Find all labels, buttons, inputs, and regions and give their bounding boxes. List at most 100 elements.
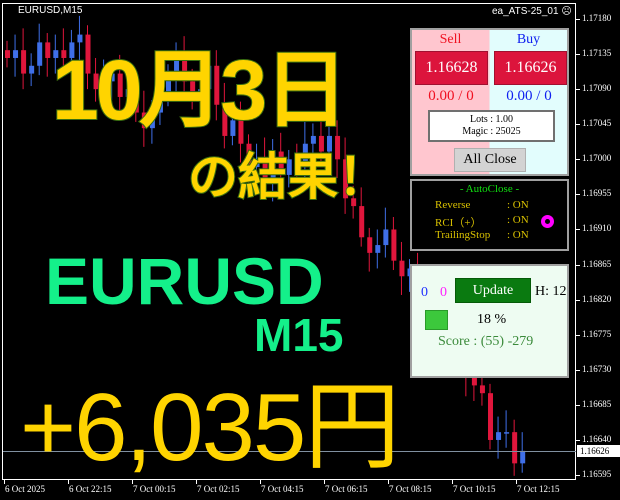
candle — [69, 29, 75, 68]
candle — [149, 100, 155, 144]
symbol-label: EURUSD,M15 — [18, 5, 83, 16]
candle — [238, 101, 244, 163]
candle-body — [270, 151, 276, 183]
candle-body — [125, 89, 131, 97]
candle-body — [254, 159, 260, 168]
price-tick — [576, 475, 580, 477]
price-tick — [576, 299, 580, 301]
sell-button[interactable]: 1.16628 — [415, 51, 488, 85]
price-tick — [576, 54, 580, 56]
percent-label: 18 % — [477, 312, 507, 327]
price-label: 1.16595 — [582, 469, 612, 480]
time-label: 7 Oct 10:15 — [453, 484, 496, 494]
overlay-result: の結果！ — [187, 149, 389, 205]
overlay-date: 10月3日 — [51, 43, 349, 137]
candle — [335, 120, 341, 179]
candle-body — [367, 237, 373, 253]
time-tick — [196, 480, 197, 484]
time-label: 7 Oct 08:15 — [389, 484, 432, 494]
magic-value: Magic : 25025 — [462, 126, 521, 137]
all-close-button[interactable]: All Close — [454, 148, 526, 172]
candle — [45, 33, 51, 77]
buy-label: Buy — [516, 32, 541, 47]
candle-body — [383, 229, 389, 246]
price-tick — [576, 124, 580, 126]
time-tick — [516, 480, 517, 484]
candle — [278, 132, 284, 191]
price-tick — [576, 194, 580, 196]
price-tick — [576, 264, 580, 266]
candle-body — [496, 432, 502, 440]
update-button[interactable]: Update — [455, 278, 531, 303]
candle-body — [479, 385, 485, 394]
autoclose-row-label: RCI（+） — [435, 217, 482, 229]
autoclose-row-label: Reverse — [435, 199, 471, 211]
buy-button[interactable]: 1.16626 — [494, 51, 567, 85]
time-tick — [132, 480, 133, 484]
time-tick — [68, 480, 69, 484]
candle-body — [488, 393, 493, 440]
price-label: 1.16955 — [582, 188, 612, 199]
candle — [222, 82, 228, 149]
price-tick — [576, 89, 580, 91]
candle-body — [133, 89, 139, 113]
candle-body — [246, 143, 252, 168]
candle — [488, 383, 493, 450]
candle-body — [29, 65, 35, 74]
candle-body — [198, 89, 204, 97]
candle-body — [238, 120, 244, 144]
candle — [61, 28, 67, 71]
ea-name: ea_ATS-25_01 — [492, 6, 559, 17]
candle-body — [190, 81, 196, 97]
price-tick — [576, 404, 580, 406]
candle-body — [45, 42, 51, 58]
candle-body — [149, 112, 155, 129]
candle-body — [117, 73, 123, 97]
time-label: 7 Oct 12:15 — [517, 484, 560, 494]
candle — [399, 241, 405, 295]
price-label: 1.16640 — [582, 433, 612, 444]
candle — [512, 419, 518, 476]
h-label: H: 12 — [535, 284, 567, 299]
candle-body — [69, 42, 75, 58]
candle — [375, 229, 381, 269]
candle — [246, 134, 252, 183]
score-label: Score : (55) -279 — [438, 334, 534, 349]
candle — [214, 50, 220, 121]
candle-body — [359, 206, 365, 238]
chart-frame — [2, 3, 576, 480]
time-tick — [452, 480, 453, 484]
candle — [93, 57, 99, 102]
price-label: 1.17000 — [582, 153, 612, 164]
candle — [174, 42, 180, 93]
count-magenta: 0 — [440, 285, 447, 300]
candle — [37, 23, 43, 76]
candle-body — [182, 57, 188, 82]
candle-body — [93, 73, 99, 90]
candle-body — [520, 450, 526, 464]
candle — [230, 107, 236, 146]
candle-body — [391, 229, 397, 261]
candle — [182, 36, 188, 97]
price-tick — [576, 19, 580, 20]
ea-name-label: ea_ATS-25_01 ☹ — [492, 6, 572, 17]
lots-magic-box: Lots : 1.00 Magic : 25025 — [428, 110, 555, 142]
candle-body — [5, 50, 10, 58]
candle — [254, 143, 260, 180]
overlay-profit: +6,035円 — [20, 374, 400, 481]
time-label: 7 Oct 04:15 — [261, 484, 304, 494]
autoclose-row-value: : ON — [507, 214, 529, 226]
candle-body — [109, 73, 115, 82]
candle-body — [174, 57, 180, 74]
candle — [206, 56, 212, 108]
price-tick — [576, 369, 580, 371]
candle — [520, 432, 526, 473]
candle — [141, 90, 147, 147]
candle — [383, 207, 389, 258]
candle-body — [512, 432, 518, 464]
price-label: 1.16820 — [582, 293, 612, 304]
autoclose-row-label: TrailingStop — [435, 229, 491, 241]
lots-value: Lots : 1.00 — [469, 114, 514, 125]
autoclose-row-value: : ON — [507, 199, 529, 211]
candle — [294, 143, 300, 177]
